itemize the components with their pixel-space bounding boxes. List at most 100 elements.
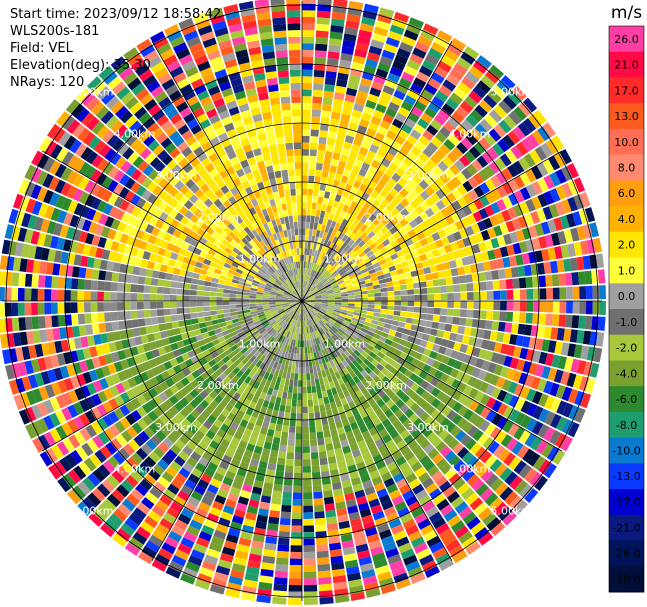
gate-cell bbox=[207, 414, 217, 424]
gate-cell bbox=[96, 483, 111, 498]
gate-cell bbox=[249, 458, 260, 467]
gate-cell bbox=[266, 366, 273, 374]
gate-cell bbox=[473, 379, 484, 390]
gate-cell bbox=[425, 506, 439, 518]
gate-cell bbox=[520, 415, 532, 429]
gate-cell bbox=[341, 334, 349, 341]
gate-cell bbox=[136, 526, 151, 540]
gate-cell bbox=[419, 455, 431, 466]
gate-cell bbox=[431, 436, 443, 448]
gate-cell bbox=[250, 430, 260, 440]
gate-cell bbox=[448, 455, 461, 468]
gate-cell bbox=[391, 524, 405, 535]
gate-cell bbox=[243, 449, 253, 459]
gate-cell bbox=[596, 332, 605, 347]
gate-cell bbox=[368, 301, 375, 305]
gate-cell bbox=[184, 383, 195, 393]
gate-cell bbox=[465, 364, 475, 376]
gate-cell bbox=[152, 464, 165, 476]
gate-cell bbox=[532, 405, 544, 420]
gate-cell bbox=[516, 445, 530, 459]
gate-cell bbox=[115, 434, 128, 447]
gate-cell bbox=[310, 215, 315, 223]
gate-cell bbox=[254, 389, 262, 398]
gate-cell bbox=[304, 307, 308, 314]
gate-cell bbox=[222, 301, 230, 306]
gate-cell bbox=[302, 433, 310, 440]
gate-cell bbox=[228, 363, 237, 372]
gate-cell bbox=[384, 363, 393, 372]
gate-cell bbox=[409, 373, 419, 382]
gate-cell bbox=[347, 505, 359, 514]
gate-cell bbox=[292, 326, 296, 333]
gate-cell bbox=[190, 312, 198, 319]
gate-cell bbox=[256, 352, 264, 360]
gate-cell bbox=[288, 584, 302, 592]
gate-cell bbox=[315, 418, 322, 426]
gate-cell bbox=[141, 545, 157, 559]
gate-cell bbox=[280, 96, 291, 104]
gate-cell bbox=[366, 492, 378, 502]
gate-cell bbox=[158, 391, 169, 402]
gate-cell bbox=[291, 304, 297, 310]
gate-cell bbox=[290, 538, 302, 546]
gate-cell bbox=[405, 378, 415, 388]
gate-cell bbox=[165, 466, 178, 478]
gate-cell bbox=[389, 429, 400, 439]
gate-cell bbox=[110, 438, 123, 451]
gate-cell bbox=[539, 301, 547, 313]
gate-cell bbox=[316, 23, 330, 32]
gate-cell bbox=[277, 334, 283, 342]
gate-cell bbox=[585, 378, 596, 394]
gate-cell bbox=[417, 518, 431, 530]
gate-cell bbox=[201, 495, 214, 507]
gate-cell bbox=[24, 316, 33, 330]
gate-cell bbox=[344, 317, 352, 323]
gate-cell bbox=[267, 317, 275, 323]
gate-cell bbox=[506, 345, 516, 357]
gate-cell bbox=[395, 536, 410, 548]
gate-cell bbox=[286, 0, 301, 4]
gate-cell bbox=[250, 492, 261, 502]
gate-cell bbox=[132, 266, 141, 276]
gate-cell bbox=[435, 522, 450, 535]
gate-cell bbox=[310, 372, 315, 380]
gate-cell bbox=[327, 305, 335, 308]
gate-cell bbox=[300, 301, 302, 308]
gate-cell bbox=[507, 423, 520, 437]
gate-cell bbox=[380, 309, 388, 314]
gate-cell bbox=[218, 517, 231, 528]
gate-cell bbox=[215, 523, 229, 534]
gate-cell bbox=[233, 452, 243, 462]
gate-cell bbox=[372, 333, 381, 340]
gate-cell bbox=[348, 378, 356, 387]
gate-cell bbox=[164, 388, 174, 399]
gate-cell bbox=[461, 373, 471, 384]
gate-cell bbox=[391, 385, 401, 394]
gate-cell bbox=[302, 16, 316, 24]
gate-cell bbox=[383, 477, 395, 488]
gate-cell bbox=[328, 171, 336, 180]
gate-cell bbox=[410, 382, 420, 392]
gate-cell bbox=[98, 322, 107, 333]
gate-cell bbox=[310, 325, 314, 333]
gate-cell bbox=[118, 273, 126, 283]
gate-cell bbox=[357, 319, 365, 325]
gate-cell bbox=[311, 309, 317, 315]
gate-cell bbox=[543, 427, 556, 442]
gate-cell bbox=[284, 351, 289, 359]
gate-cell bbox=[457, 446, 469, 459]
gate-cell bbox=[235, 446, 246, 456]
gate-cell bbox=[319, 130, 328, 138]
gate-cell bbox=[243, 518, 256, 528]
gate-cell bbox=[269, 144, 278, 153]
gate-cell bbox=[332, 311, 340, 315]
gate-cell bbox=[223, 309, 231, 314]
gate-cell bbox=[360, 310, 368, 315]
gate-cell bbox=[302, 168, 309, 176]
gate-cell bbox=[280, 163, 288, 171]
gate-cell bbox=[313, 70, 325, 78]
gate-cell bbox=[249, 387, 257, 396]
gate-cell bbox=[297, 307, 300, 314]
gate-cell bbox=[91, 323, 100, 335]
